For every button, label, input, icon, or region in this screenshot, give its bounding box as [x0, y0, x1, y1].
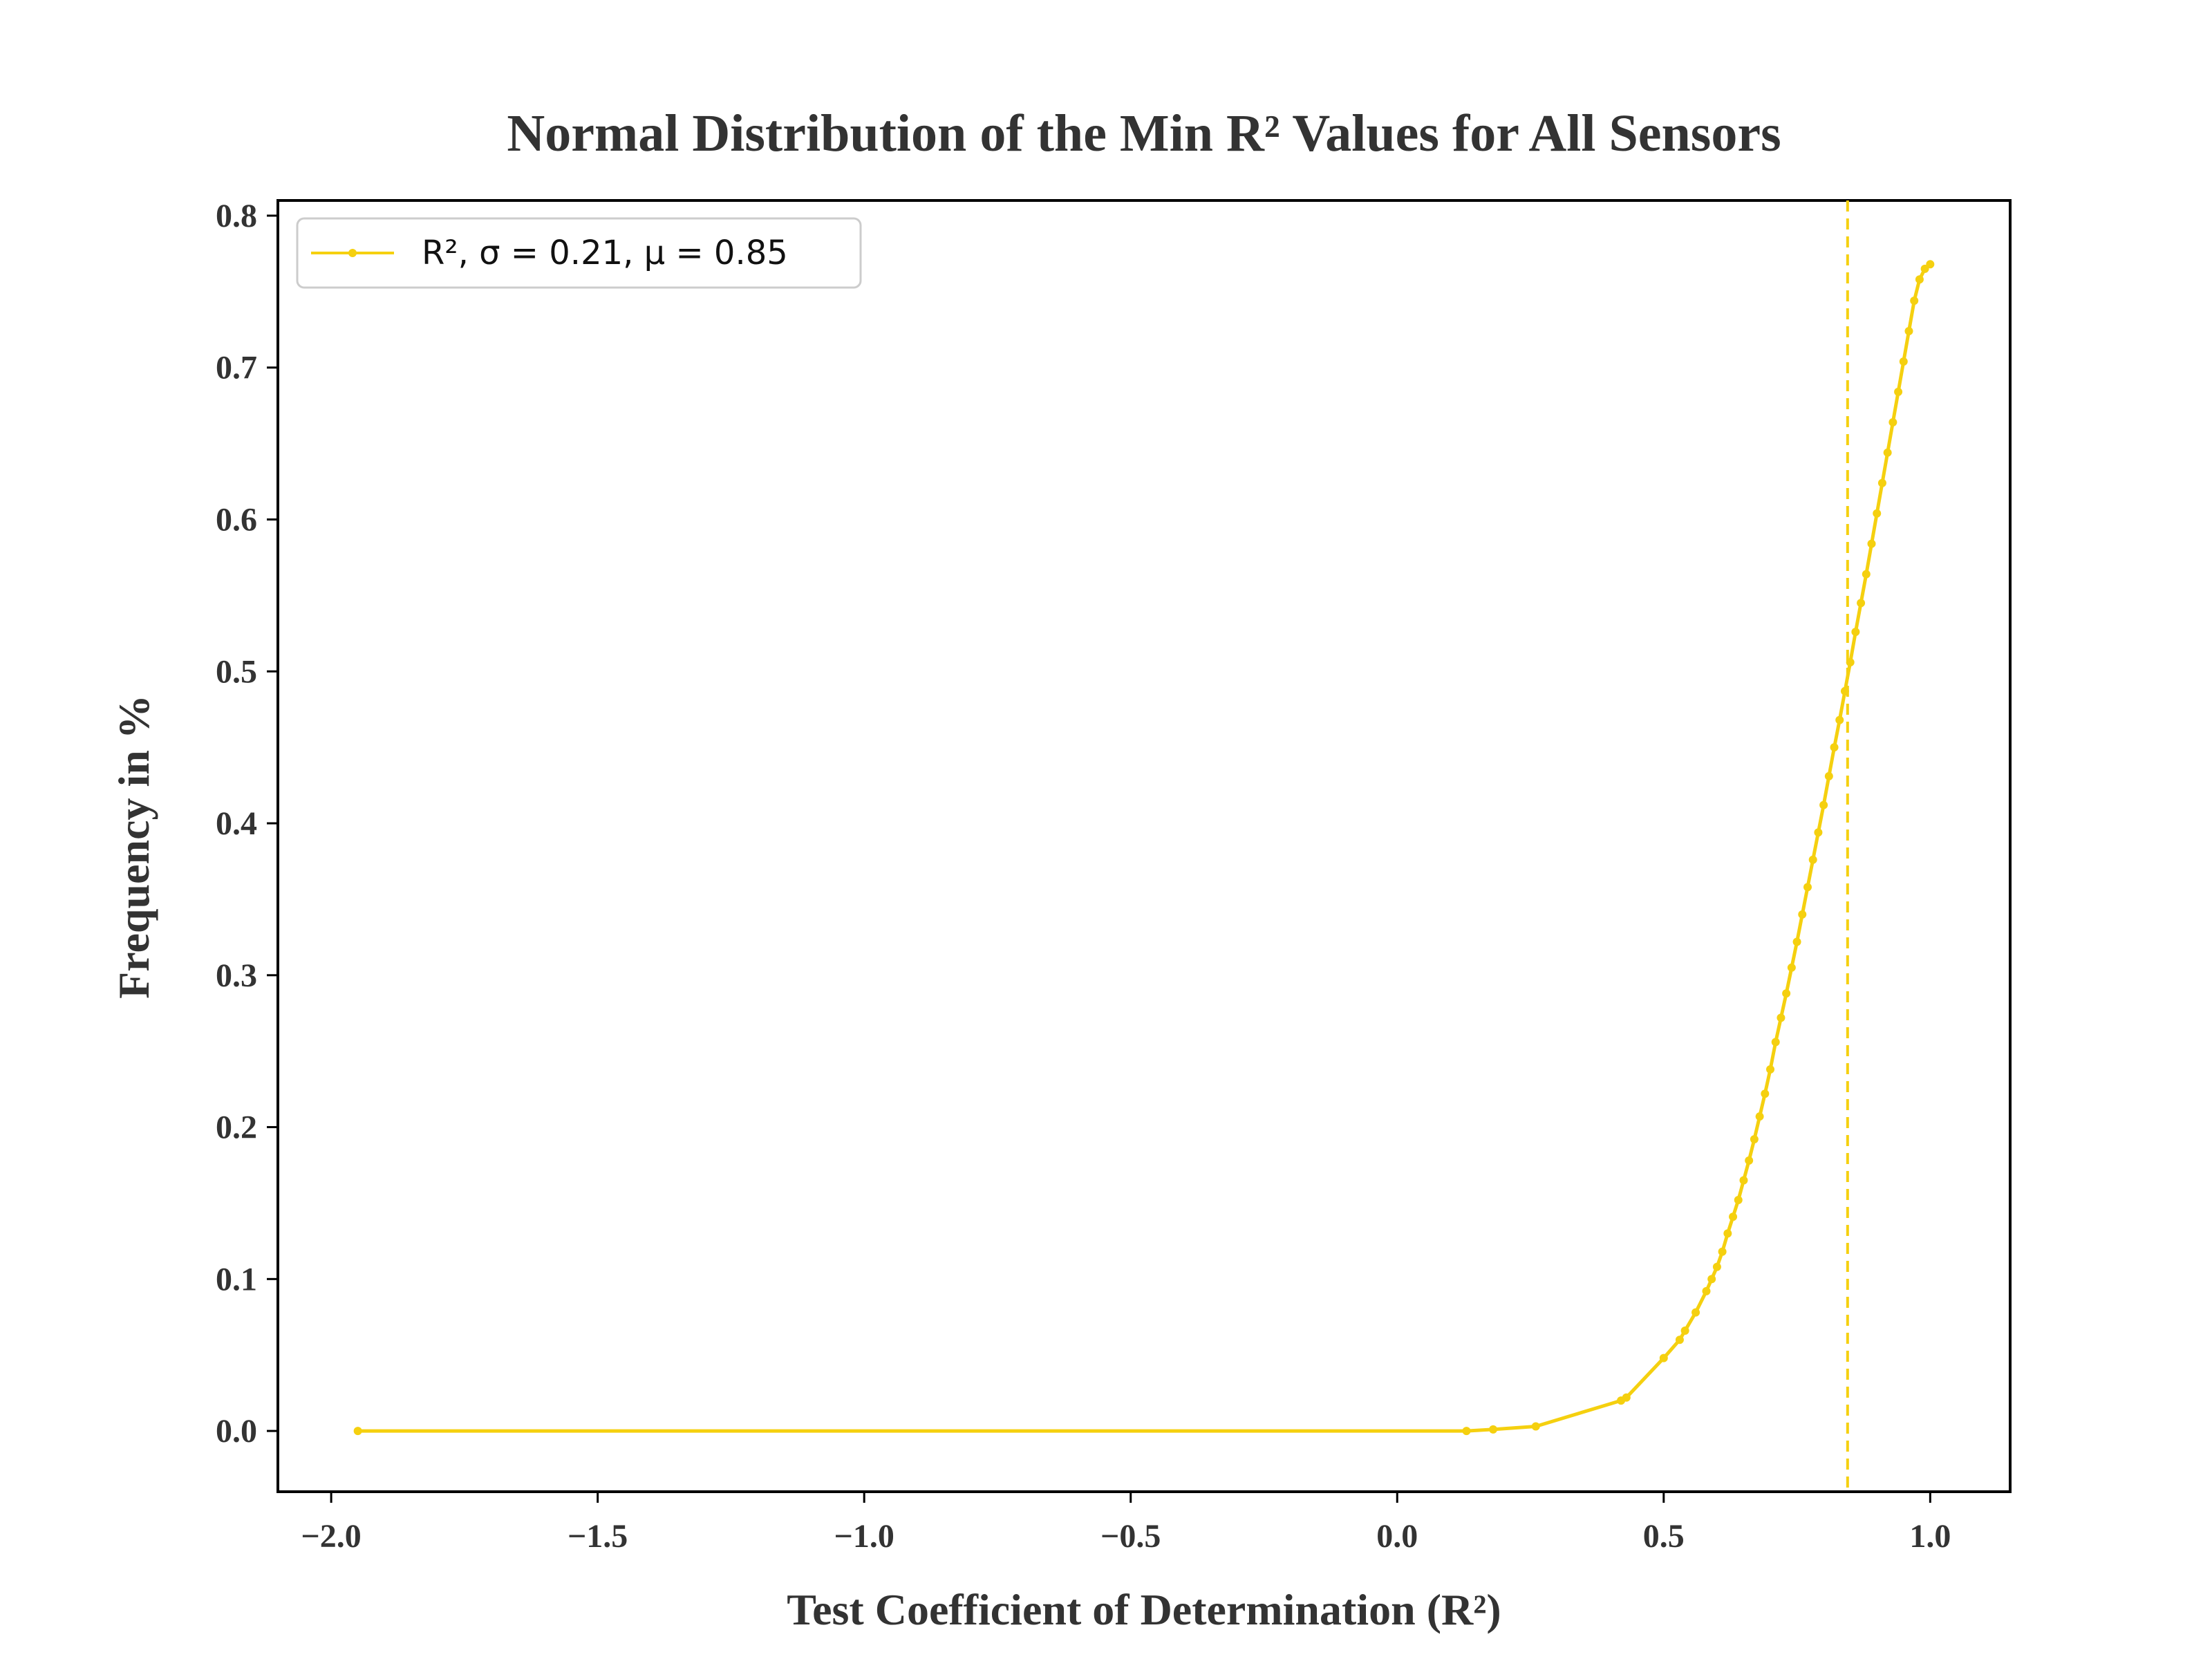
y-tick-label: 0.3: [216, 957, 257, 994]
data-point: [1755, 1112, 1764, 1121]
data-point: [1761, 1089, 1770, 1098]
y-tick-label: 0.8: [216, 198, 257, 234]
data-point: [1877, 478, 1886, 487]
x-tick-label: −2.0: [301, 1518, 361, 1555]
y-tick-label: 0.5: [216, 653, 257, 690]
data-point: [1830, 743, 1839, 752]
y-axis: 0.0 0.1 0.2 0.3 0.4 0.5 0.6 0.7 0.8: [216, 198, 278, 1450]
data-point: [1712, 1262, 1721, 1271]
y-tick-label: 0.7: [216, 350, 257, 386]
data-point: [1766, 1065, 1775, 1074]
data-point: [1691, 1308, 1700, 1317]
data-point: [1750, 1135, 1759, 1144]
data-point: [1745, 1156, 1754, 1165]
data-point: [1489, 1425, 1498, 1434]
x-tick-label: −0.5: [1100, 1518, 1161, 1555]
data-point: [1824, 771, 1833, 780]
data-point: [1888, 418, 1897, 427]
data-point: [1702, 1286, 1711, 1295]
data-point: [1883, 448, 1892, 457]
data-point: [1787, 963, 1796, 972]
data-point: [1734, 1196, 1743, 1205]
data-point: [1899, 357, 1908, 366]
data-point: [1910, 297, 1919, 306]
data-point: [1894, 387, 1903, 396]
data-point: [1771, 1038, 1780, 1047]
x-tick-label: −1.0: [834, 1518, 894, 1555]
data-point: [1851, 628, 1860, 637]
data-point: [1862, 570, 1871, 579]
x-axis-label: Test Coefficient of Determination (R²): [787, 1585, 1501, 1634]
data-point: [1840, 686, 1849, 695]
data-point: [1798, 910, 1807, 919]
data-point: [1915, 275, 1924, 284]
axes-frame: [276, 199, 2012, 1493]
x-axis: −2.0 −1.5 −1.0 −0.5 0.0 0.5 1.0: [301, 1492, 1951, 1555]
data-point: [1675, 1335, 1684, 1344]
data-point: [1792, 937, 1801, 946]
data-point: [1723, 1229, 1732, 1238]
y-axis-label: Frequency in %: [109, 695, 158, 999]
x-tick-label: 0.5: [1643, 1518, 1685, 1555]
data-point: [1904, 326, 1913, 335]
y-tick-label: 0.6: [216, 502, 257, 538]
x-tick-label: −1.5: [568, 1518, 628, 1555]
data-point: [1867, 539, 1876, 548]
chart-title: Normal Distribution of the Min R² Values…: [507, 104, 1781, 162]
legend-marker-swatch: [348, 249, 357, 257]
y-tick-label: 0.2: [216, 1109, 257, 1146]
y-tick-label: 0.0: [216, 1413, 257, 1450]
legend-box: [296, 217, 862, 289]
data-point: [1819, 800, 1828, 809]
legend: R², σ = 0.21, μ = 0.85: [296, 217, 862, 289]
data-point: [353, 1427, 362, 1436]
data-point: [1718, 1247, 1727, 1256]
data-point: [1803, 883, 1812, 892]
y-tick-label: 0.1: [216, 1261, 257, 1297]
data-point: [1729, 1212, 1738, 1221]
data-point: [1622, 1393, 1631, 1402]
x-tick-label: 0.0: [1376, 1518, 1418, 1555]
data-point: [1782, 989, 1791, 998]
data-point: [1835, 715, 1844, 724]
data-point: [1531, 1422, 1540, 1431]
plot-area: [276, 199, 2012, 1493]
data-point: [1846, 658, 1855, 667]
data-point: [1462, 1427, 1471, 1436]
data-point: [1857, 599, 1866, 608]
data-point: [1814, 828, 1823, 837]
legend-label: R², σ = 0.21, μ = 0.85: [422, 234, 788, 272]
data-point: [1707, 1275, 1716, 1284]
y-tick-label: 0.4: [216, 805, 257, 842]
data-point: [1680, 1327, 1689, 1335]
data-point: [1739, 1176, 1748, 1185]
x-tick-label: 1.0: [1909, 1518, 1951, 1555]
data-point: [1659, 1353, 1668, 1362]
data-point: [1777, 1013, 1785, 1022]
data-point: [1808, 855, 1817, 864]
data-point: [1873, 509, 1882, 518]
series-line: [357, 263, 1931, 1433]
data-point: [1926, 260, 1935, 269]
